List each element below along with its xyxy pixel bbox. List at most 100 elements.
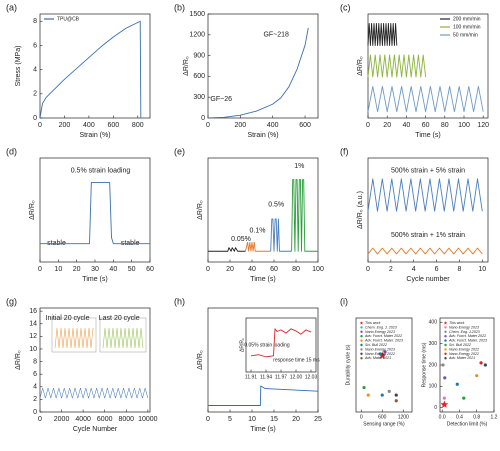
x-tick-label: 12.03 — [305, 374, 318, 380]
plot-frame — [207, 13, 319, 119]
x-tick-label: 0.8 — [473, 414, 480, 420]
legend-label: Nano Energy 2023 — [365, 330, 395, 334]
x-tick-label: 2000 — [54, 416, 70, 423]
panel-label: (h) — [174, 296, 185, 306]
legend-label: Nano Energy 2023 — [449, 325, 479, 329]
y-tick-label: 14 — [29, 321, 37, 328]
plot-frame — [207, 157, 319, 263]
plot-frame — [39, 13, 151, 119]
annotation: Initial 20 cycle — [46, 315, 90, 322]
legend-label: Nano Energy 2022 — [449, 347, 479, 351]
y-axis-label: ΔR/R₀ (a.u.) — [357, 191, 364, 229]
x-tick-label: 0 — [206, 122, 210, 129]
x-tick-label: 0 — [366, 266, 370, 273]
x-tick-label: 400 — [267, 122, 279, 129]
point — [475, 374, 479, 378]
annotation: 500% strain + 5% strain — [391, 167, 465, 174]
inset-wave — [54, 327, 94, 349]
legend-label: 50 mm/min — [453, 32, 478, 38]
x-tick-label: 10 — [478, 266, 486, 273]
legend-marker — [360, 339, 363, 342]
legend-label: This work — [449, 321, 465, 325]
panel-label: (e) — [174, 146, 185, 156]
x-axis-label: Time (s) — [250, 426, 275, 433]
x-tick-label: 40 — [248, 266, 256, 273]
panel: (g) 0 2000 4000 6000 8000 10000 0 2 4 6 8 10 12 14 16 Cy… — [6, 296, 158, 432]
x-tick-label: 20 — [226, 266, 234, 273]
point — [394, 393, 398, 397]
y-axis-label: ΔR/R₀ — [29, 200, 36, 220]
x-tick-label: 8000 — [118, 416, 134, 423]
x-tick-label: 6 — [435, 266, 439, 273]
legend-label: Adv. Funct. Mater 2022 — [364, 334, 402, 338]
x-tick-label: 10 — [54, 266, 62, 273]
y-tick-label: 0 — [33, 409, 37, 416]
x-axis-label: Time (s) — [250, 276, 275, 283]
x-tick-label: 0 — [38, 122, 42, 129]
x-tick-label: 200 — [235, 122, 247, 129]
data-line — [291, 179, 318, 252]
panel-label: (d) — [6, 146, 17, 156]
y-tick-label: 100 — [429, 384, 438, 390]
y-tick-label: 16 — [29, 308, 37, 315]
legend-label: Adv. Funct. Mater. 2023 — [364, 339, 403, 343]
x-tick-label: 4000 — [75, 416, 91, 423]
y-tick-label: 8 — [33, 358, 37, 365]
y-tick-label: 300 — [193, 94, 205, 101]
y-axis-label: ΔR/R₀ — [197, 350, 204, 370]
legend-label: Adv. Funct. Mater 2022 — [448, 334, 486, 338]
annotation: 0.5% strain loading — [71, 167, 131, 174]
y-tick-label: 6 — [33, 371, 37, 378]
x-tick-label: 600 — [299, 122, 311, 129]
y-tick-label: 1200 — [189, 32, 205, 39]
y-tick-label: 10 — [29, 346, 37, 353]
y-tick-label: 12 — [29, 333, 37, 340]
annotation: 500% strain + 1% strain — [391, 232, 465, 239]
x-tick-label: 20 — [292, 416, 300, 423]
x-tick-label: 1200 — [398, 414, 409, 420]
legend-marker — [444, 335, 447, 338]
y-axis-label: Stress (MPa) — [15, 46, 22, 87]
plot-frame — [355, 317, 413, 413]
x-tick-label: 10000 — [138, 416, 158, 423]
y-tick-label: 4 — [33, 384, 37, 391]
data-line — [367, 247, 483, 255]
data-line — [250, 328, 312, 358]
point — [483, 363, 487, 367]
point — [362, 385, 366, 390]
data-line — [367, 86, 484, 113]
legend-label: 200 mm/min — [453, 16, 481, 22]
x-tick-label: 100 — [312, 266, 324, 273]
legend-marker — [360, 352, 363, 355]
data-line — [270, 218, 292, 252]
legend-label: Sci. Bull 2022 — [365, 343, 387, 347]
panel: 11.91 11.94 11.97 12.00 12.03 ΔR/R₀ 0.05% stra… — [239, 317, 320, 380]
legend-marker — [360, 326, 363, 329]
x-tick-label: 0.0 — [439, 414, 446, 420]
legend-marker — [360, 348, 363, 351]
x-tick-label: 11.97 — [275, 374, 287, 380]
legend-marker — [360, 343, 363, 347]
annotation: 0.05% strain loading — [244, 342, 290, 348]
x-tick-label: 200 — [59, 122, 71, 129]
panel-label: (a) — [6, 2, 17, 12]
x-axis-label: Time (s) — [415, 132, 440, 139]
panel: (b) 0 200 400 600 0 300 600 900 1200 1500 Strain (%… — [174, 2, 319, 139]
point — [378, 352, 382, 356]
point — [479, 361, 483, 365]
y-tick-label: 0 — [201, 115, 205, 122]
legend-label: Sci. Bull 2022 — [449, 343, 471, 347]
x-tick-label: 4 — [412, 266, 416, 273]
legend-label: Adv. Funct. Mater. 2023 — [448, 339, 487, 343]
x-tick-label: 20 — [73, 266, 81, 273]
y-axis-label: ΔR/R₀ — [239, 338, 245, 352]
y-tick-label: 1500 — [189, 11, 205, 18]
data-line — [208, 385, 319, 406]
panel-label: (b) — [174, 2, 185, 12]
annotation: GF~26 — [210, 96, 232, 103]
x-tick-label: 25 — [314, 416, 322, 423]
x-axis-label: Time (s) — [82, 276, 107, 283]
x-tick-label: 50 — [128, 266, 136, 273]
